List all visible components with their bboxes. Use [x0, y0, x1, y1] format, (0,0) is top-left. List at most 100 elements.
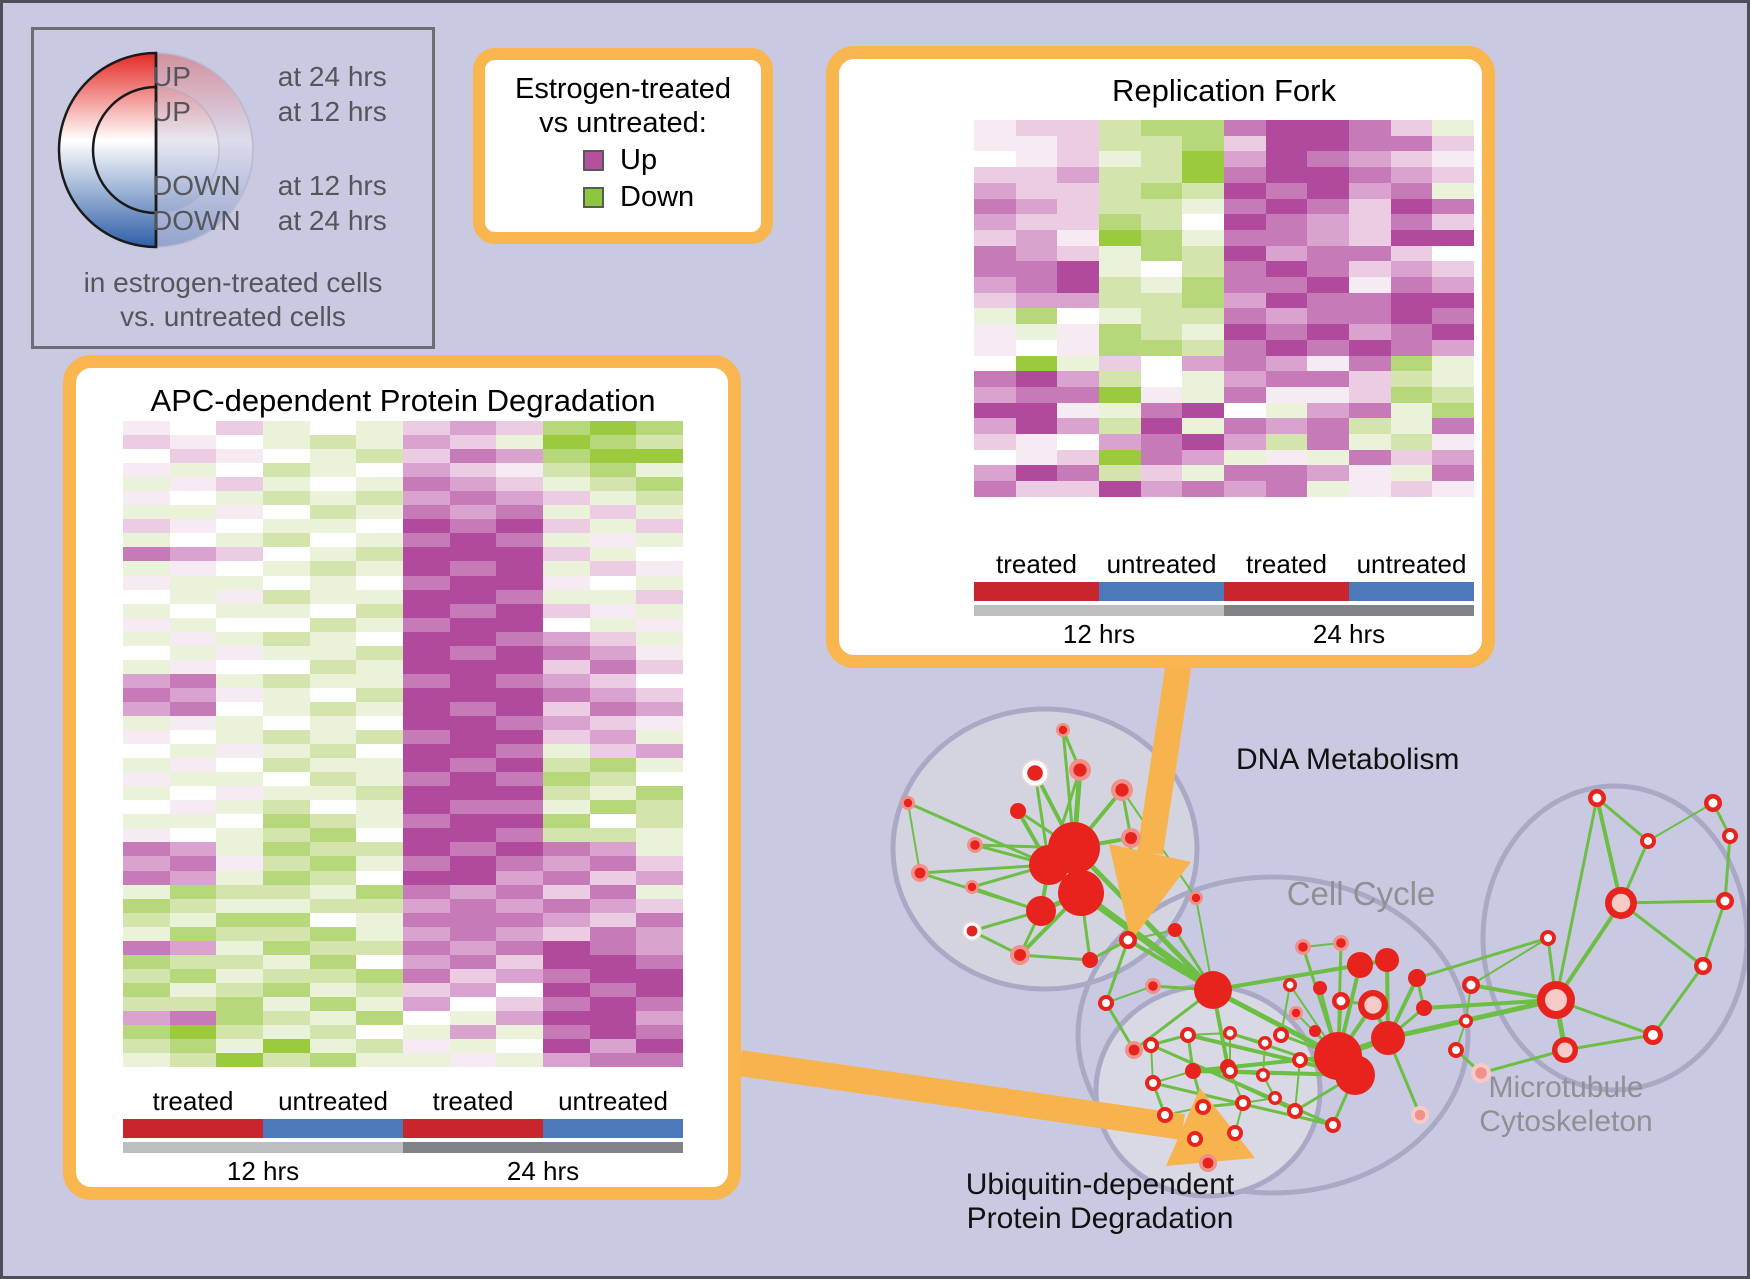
- heatmap-cell: [1307, 198, 1350, 215]
- group-label: untreated: [1356, 549, 1467, 579]
- heatmap-cell: [169, 870, 217, 885]
- heatmap-cell: [1140, 167, 1183, 183]
- heatmap-cell: [1182, 261, 1225, 278]
- heatmap-cell: [543, 828, 590, 843]
- heatmap-cell: [1390, 465, 1433, 482]
- network-node: [1336, 938, 1346, 948]
- down-label: Down: [620, 181, 695, 213]
- heatmap-row: [123, 1010, 684, 1026]
- time-labels: 12 hrs 24 hrs: [123, 1156, 683, 1187]
- heatmap-row: [123, 926, 684, 941]
- heatmap-row: [123, 631, 684, 646]
- heatmap-cell: [169, 701, 217, 716]
- heatmap-cell: [636, 758, 684, 773]
- group-label: untreated: [1106, 549, 1217, 579]
- heatmap-cell: [169, 561, 217, 576]
- network-node: [1239, 1099, 1247, 1107]
- panel-title: APC-dependent Protein Degradation: [150, 383, 656, 418]
- heatmap-cell: [636, 912, 684, 927]
- heatmap-cell: [216, 842, 264, 857]
- heatmap-cell: [449, 884, 497, 899]
- heatmap-cell: [589, 730, 637, 745]
- heatmap-cell: [403, 673, 450, 688]
- heatmap-cell: [263, 421, 310, 436]
- heatmap-cell: [496, 1010, 544, 1026]
- heatmap-cell: [169, 730, 217, 745]
- heatmap-cell: [1224, 449, 1266, 466]
- heatmap-cell: [216, 870, 264, 885]
- apc-heatmap: [123, 421, 684, 1068]
- heatmap-cell: [1182, 386, 1225, 403]
- heatmap-cell: [263, 491, 310, 506]
- heatmap-cell: [169, 449, 217, 464]
- heatmap-cell: [974, 292, 1016, 309]
- heatmap-cell: [123, 954, 170, 969]
- heatmap-cell: [1390, 434, 1433, 450]
- heatmap-cell: [169, 589, 217, 604]
- circle-gradient-legend: UP at 24 hrs UP at 12 hrs DOWN at 12 hrs…: [31, 27, 435, 349]
- heatmap-cell: [449, 673, 497, 688]
- heatmap-cell: [403, 477, 450, 492]
- heatmap-cell: [263, 449, 310, 464]
- heatmap-cell: [1140, 434, 1183, 450]
- heatmap-cell: [496, 435, 544, 450]
- heatmap-cell: [1432, 167, 1475, 183]
- heatmap-cell: [1099, 324, 1141, 340]
- heatmap-cell: [1265, 308, 1308, 325]
- heatmap-cell: [449, 519, 497, 534]
- heatmap-cell: [974, 167, 1016, 183]
- heatmap-cell: [216, 701, 264, 716]
- network-node: [1313, 981, 1327, 995]
- heatmap-cell: [309, 463, 357, 478]
- heatmap-cell: [636, 505, 684, 520]
- heatmap-cell: [449, 1025, 497, 1040]
- heatmap-cell: [1057, 229, 1100, 246]
- heatmap-cell: [1349, 214, 1391, 230]
- heatmap-row: [974, 120, 1475, 136]
- heatmap-cell: [974, 245, 1016, 262]
- heatmap-cell: [1140, 198, 1183, 215]
- heatmap-cell: [123, 519, 170, 534]
- heatmap-cell: [589, 912, 637, 927]
- heatmap-cell: [1015, 449, 1058, 466]
- heatmap-cell: [123, 561, 170, 576]
- heatmap-cell: [356, 1010, 404, 1026]
- heatmap-cell: [589, 715, 637, 731]
- heatmap-cell: [1140, 182, 1183, 199]
- heatmap-cell: [1307, 277, 1350, 293]
- heatmap-cell: [1390, 386, 1433, 403]
- replication-fork-heatmap: [974, 120, 1475, 497]
- heatmap-cell: [263, 772, 310, 787]
- heatmap-cell: [403, 631, 450, 646]
- heatmap-cell: [1307, 182, 1350, 199]
- heatmap-row: [123, 491, 684, 506]
- heatmap-cell: [309, 715, 357, 731]
- heatmap-cell: [1307, 151, 1350, 168]
- heatmap-cell: [403, 687, 450, 702]
- heatmap-cell: [356, 1053, 404, 1068]
- updown-color-legend: Estrogen-treated vs untreated: Up Down: [473, 48, 773, 244]
- heatmap-cell: [589, 926, 637, 941]
- legend-row: UP at 24 hrs: [152, 61, 387, 93]
- network-edge: [1723, 835, 1732, 902]
- heatmap-cell: [1432, 151, 1475, 168]
- heatmap-cell: [1432, 229, 1475, 246]
- heatmap-cell: [123, 491, 170, 506]
- heatmap-cell: [974, 402, 1016, 419]
- heatmap-cell: [1057, 418, 1100, 435]
- heatmap-row: [974, 167, 1475, 183]
- heatmap-cell: [403, 505, 450, 520]
- heatmap-cell: [216, 772, 264, 787]
- heatmap-cell: [309, 1010, 357, 1026]
- heatmap-cell: [543, 954, 590, 969]
- heatmap-cell: [309, 884, 357, 899]
- heatmap-cell: [543, 800, 590, 815]
- heatmap-cell: [1265, 386, 1308, 403]
- heatmap-cell: [1057, 167, 1100, 183]
- heatmap-cell: [263, 575, 310, 590]
- heatmap-cell: [449, 842, 497, 857]
- network-edge: [1078, 890, 1216, 993]
- heatmap-cell: [543, 884, 590, 899]
- heatmap-cell: [123, 772, 170, 787]
